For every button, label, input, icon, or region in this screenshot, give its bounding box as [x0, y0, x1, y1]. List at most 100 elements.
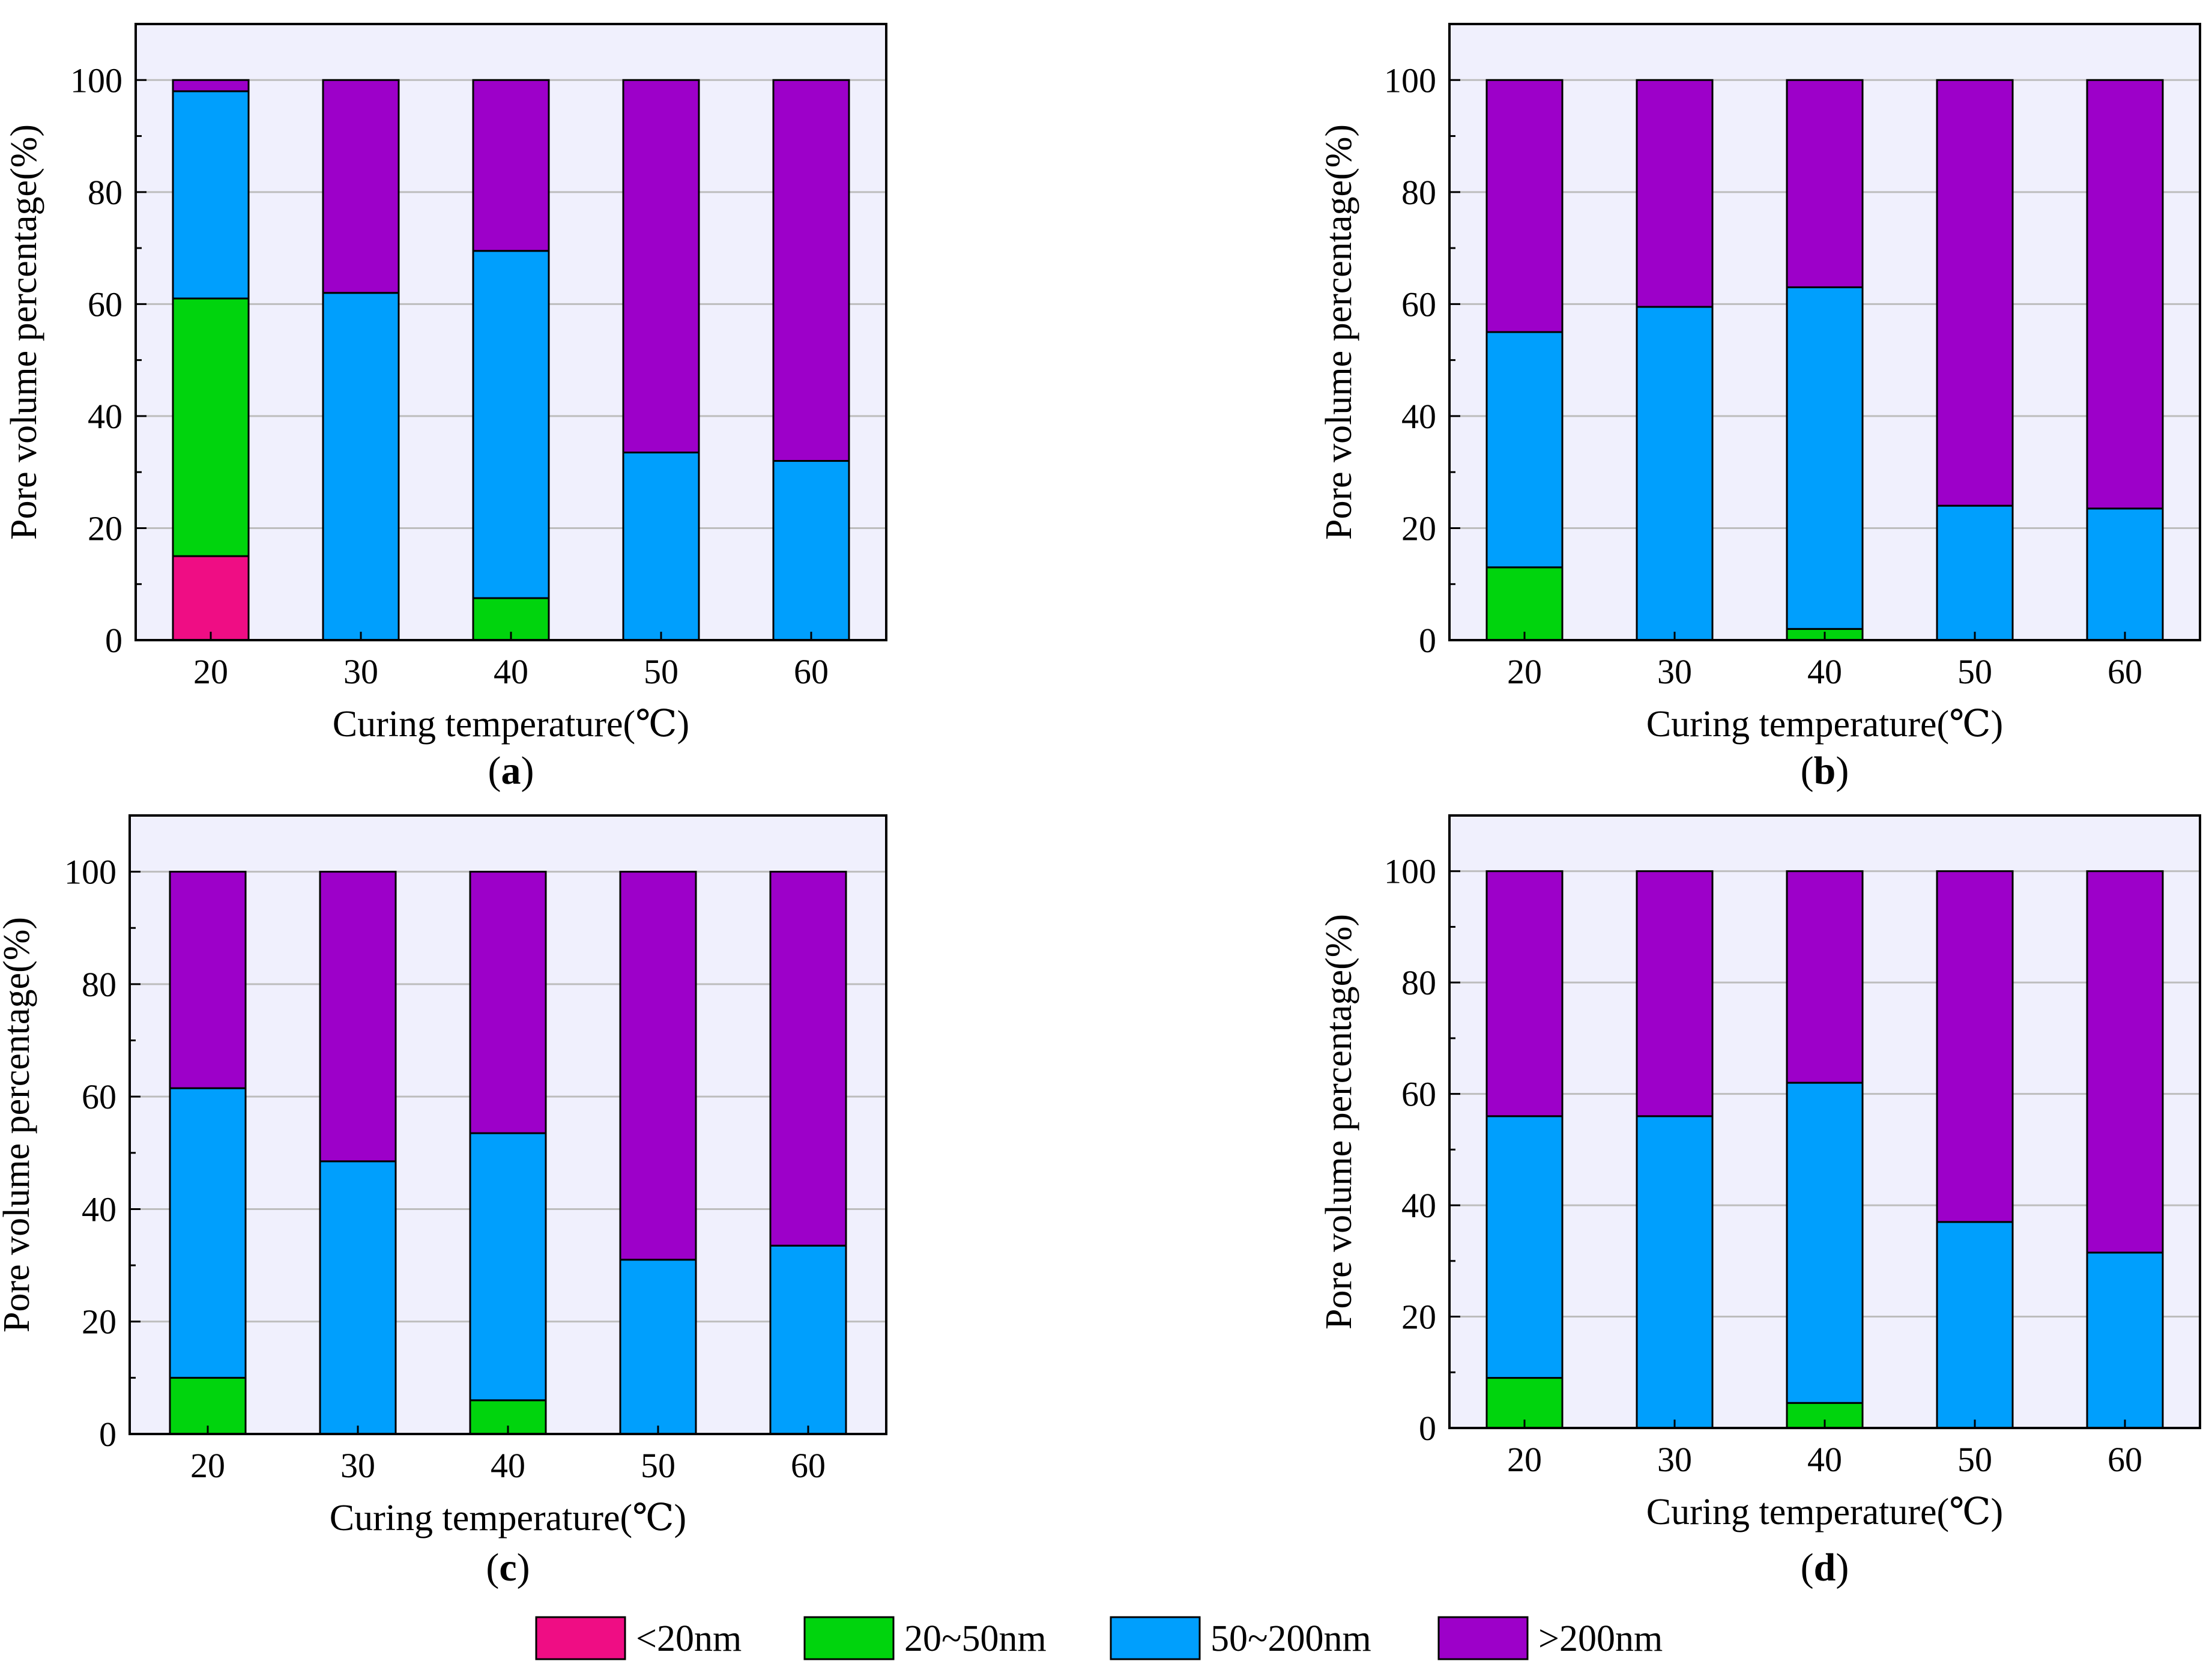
y-tick-label: 100: [1384, 61, 1436, 100]
y-tick-label: 60: [1401, 285, 1436, 324]
plot-frame: [1448, 814, 2201, 1429]
bar-segment-50-series-4: [1936, 79, 2014, 507]
panel-caption: (a): [488, 749, 534, 793]
plot-frame: [128, 814, 887, 1435]
x-tick-label: 20: [1507, 652, 1542, 691]
chart-panel-a: 20 30 40 50 60 0 20 40 60 80 100 Curing temperature…: [4, 23, 887, 793]
x-tick-label: 40: [1807, 652, 1842, 691]
caption-letter: d: [1814, 1546, 1836, 1590]
bar-segment-30-series-3: [1636, 1115, 1714, 1429]
bar-segment-40-series-4: [469, 871, 547, 1134]
panel-caption: (d): [1801, 1546, 1849, 1590]
caption-letter: b: [1814, 749, 1836, 793]
x-tick-label: 50: [644, 652, 678, 691]
y-tick-label: 80: [88, 173, 122, 212]
x-tick-label: 30: [343, 652, 378, 691]
bar-segment-40-series-3: [469, 1132, 547, 1402]
bar-segment-40-series-3: [1786, 286, 1864, 630]
panel-caption: (b): [1801, 749, 1849, 793]
caption-letter: c: [499, 1546, 516, 1590]
y-tick-label: 100: [70, 61, 122, 100]
x-tick-label: 30: [340, 1446, 375, 1485]
y-tick-label: 80: [1401, 173, 1436, 212]
y-tick-label: 0: [1419, 621, 1436, 660]
bar-segment-20-series-1: [172, 555, 250, 641]
bar-segment-30-series-4: [1636, 870, 1714, 1118]
bar-segment-20-series-4: [172, 79, 250, 92]
x-tick-label: 30: [1657, 652, 1692, 691]
bar-segment-50-series-4: [622, 79, 700, 454]
legend-label-2: 20~50nm: [904, 1618, 1047, 1659]
y-tick-label: 100: [1384, 852, 1436, 891]
caption-close-paren: ): [1836, 1546, 1849, 1590]
y-tick-label: 40: [82, 1190, 116, 1229]
y-axis-title: Pore volume percentage(%): [1319, 124, 1359, 540]
caption-open-paren: (: [1801, 1546, 1814, 1590]
chart-panel-c: 20 30 40 50 60 0 20 40 60 80 100 Curing temperature…: [0, 814, 887, 1590]
x-tick-label: 20: [193, 652, 228, 691]
plot-frame: [1448, 23, 2201, 641]
bar-segment-20-series-2: [1485, 566, 1564, 641]
x-tick-label: 30: [1657, 1440, 1692, 1479]
x-axis-title: Curing temperature(℃): [1646, 1492, 2003, 1532]
caption-open-paren: (: [486, 1546, 499, 1590]
x-axis-title: Curing temperature(℃): [333, 704, 689, 745]
bar-segment-50-series-3: [1936, 1221, 2014, 1429]
bar-segment-40-series-4: [1786, 79, 1864, 288]
y-tick-label: 60: [1401, 1075, 1436, 1114]
y-axis-title: Pore volume percentage(%): [0, 917, 37, 1333]
bar-segment-60-series-4: [2086, 870, 2164, 1254]
bar-segment-60-series-3: [2086, 1251, 2164, 1429]
bar-segment-20-series-2: [169, 1376, 247, 1435]
y-tick-label: 20: [1401, 1298, 1436, 1337]
bar-segment-30-series-4: [319, 871, 397, 1163]
x-tick-label: 20: [1507, 1440, 1542, 1479]
bar-segment-60-series-3: [2086, 507, 2164, 641]
y-tick-label: 40: [1401, 1186, 1436, 1225]
x-tick-label: 60: [794, 652, 829, 691]
bar-segment-50-series-3: [619, 1259, 697, 1435]
bar-segment-50-series-3: [1936, 504, 2014, 641]
legend-swatch-3: [1110, 1616, 1201, 1660]
bar-segment-20-series-2: [172, 297, 250, 557]
legend-label-3: 50~200nm: [1210, 1618, 1371, 1659]
bar-segment-20-series-4: [169, 871, 247, 1089]
y-tick-label: 40: [88, 397, 122, 436]
legend-label-1: <20nm: [636, 1618, 742, 1659]
x-axis-title: Curing temperature(℃): [330, 1498, 686, 1538]
y-tick-label: 20: [1401, 509, 1436, 548]
bar-segment-60-series-3: [772, 460, 850, 641]
caption-open-paren: (: [1801, 749, 1814, 793]
legend-swatch-1: [535, 1616, 626, 1660]
bar-segment-20-series-3: [172, 90, 250, 300]
x-tick-label: 50: [641, 1446, 675, 1485]
bar-segment-20-series-3: [1485, 1115, 1564, 1379]
chart-panel-d: 20 30 40 50 60 0 20 40 60 80 100 Curing temperature…: [1319, 814, 2201, 1590]
bar-segment-40-series-4: [472, 79, 550, 252]
y-tick-label: 0: [105, 621, 122, 660]
caption-letter: a: [501, 749, 521, 793]
y-axis-title: Pore volume percentage(%): [4, 124, 44, 540]
x-tick-label: 40: [1807, 1440, 1842, 1479]
bar-segment-50-series-3: [622, 452, 700, 641]
bar-segment-20-series-3: [1485, 331, 1564, 569]
x-tick-label: 60: [2108, 1440, 2142, 1479]
plot-frame: [134, 23, 887, 641]
bar-segment-60-series-4: [772, 79, 850, 462]
chart-panel-b: 20 30 40 50 60 0 20 40 60 80 100 Curing temperature…: [1319, 23, 2201, 793]
bar-segment-60-series-4: [769, 871, 847, 1247]
caption-close-paren: ): [521, 749, 534, 793]
y-tick-label: 60: [82, 1077, 116, 1116]
y-tick-label: 100: [64, 853, 116, 892]
bar-segment-60-series-4: [2086, 79, 2164, 510]
x-tick-label: 50: [1957, 652, 1992, 691]
x-tick-label: 20: [190, 1446, 225, 1485]
x-tick-label: 40: [494, 652, 528, 691]
bar-segment-50-series-4: [1936, 870, 2014, 1223]
legend-swatch-2: [803, 1616, 895, 1660]
y-tick-label: 80: [1401, 963, 1436, 1002]
y-tick-label: 40: [1401, 397, 1436, 436]
y-tick-label: 20: [88, 509, 122, 548]
x-axis-title: Curing temperature(℃): [1646, 704, 2003, 745]
